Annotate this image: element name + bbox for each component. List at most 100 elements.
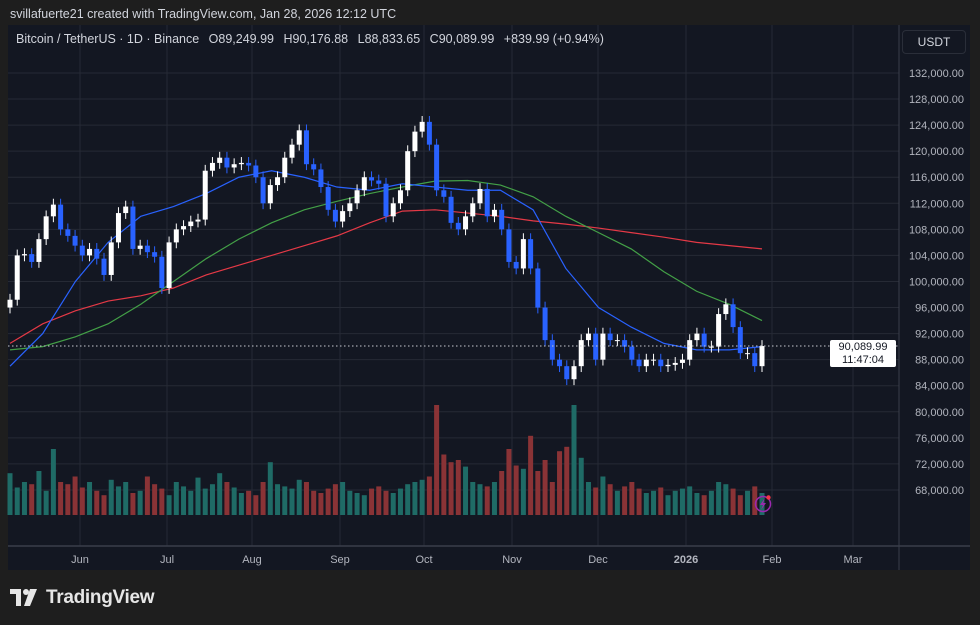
volume-bar [585, 482, 591, 515]
volume-bar [65, 484, 71, 515]
volume-bar [7, 473, 13, 515]
candle-body [542, 307, 548, 341]
volume-bar [253, 495, 259, 515]
lightning-icon[interactable] [754, 495, 772, 513]
bar-countdown: 11:47:04 [841, 353, 884, 366]
chart-pane[interactable] [8, 25, 970, 570]
volume-bar [282, 486, 288, 515]
candle-body [137, 245, 143, 249]
volume-bar [152, 484, 158, 515]
candle-body [412, 131, 418, 152]
candle-body [491, 209, 497, 217]
volume-bar [50, 449, 56, 515]
symbol-title[interactable]: Bitcoin / TetherUS · 1D · Binance [16, 32, 200, 46]
volume-bar [694, 493, 700, 515]
volume-bar [629, 482, 635, 515]
volume-bar [499, 471, 505, 515]
volume-bar [325, 488, 331, 515]
volume-bar [752, 486, 758, 515]
volume-bar [455, 460, 461, 515]
candle-body [564, 366, 570, 380]
candle-body [36, 239, 42, 262]
candle-body [29, 254, 35, 262]
candle-body [43, 216, 49, 240]
symbol-legend: Bitcoin / TetherUS · 1D · Binance O89,24… [16, 32, 610, 46]
volume-bar [419, 479, 425, 515]
volume-bar [115, 486, 121, 515]
candle-body [687, 340, 693, 360]
volume-bar [405, 484, 411, 515]
attribution-text: svillafuerte21 created with TradingView.… [10, 7, 397, 21]
time-axis-label: 2026 [674, 554, 698, 566]
volume-bar [58, 482, 64, 515]
tradingview-logo[interactable]: TradingView [10, 587, 155, 609]
candle-body [397, 190, 403, 204]
candle-body [260, 177, 266, 204]
volume-bar [361, 495, 367, 515]
volume-bar [108, 479, 114, 515]
volume-bar [651, 490, 657, 515]
candle-body [188, 221, 194, 227]
candle-body [607, 333, 613, 341]
volume-bar [332, 484, 338, 515]
volume-bar [209, 484, 215, 515]
candle-body [101, 258, 107, 275]
volume-bar [448, 462, 454, 515]
volume-bar [29, 484, 35, 515]
candle-body [614, 340, 620, 342]
volume-bar [260, 482, 266, 515]
volume-bar [434, 405, 440, 515]
volume-bar [87, 482, 93, 515]
volume-bar [643, 493, 649, 515]
candle-body [636, 359, 642, 367]
candle-body [123, 206, 129, 214]
currency-button[interactable]: USDT [902, 30, 966, 54]
candle-body [499, 209, 505, 230]
candle-body [246, 162, 252, 166]
candle-body [94, 248, 100, 259]
candle-body [173, 229, 179, 243]
volume-bar [542, 460, 548, 515]
candle-body [737, 327, 743, 354]
price-axis-label: 92,000.00 [915, 329, 964, 341]
volume-bar [267, 462, 273, 515]
price-axis-label: 120,000.00 [909, 146, 964, 158]
volume-bar [303, 482, 309, 515]
candle-body [506, 229, 512, 262]
volume-bar [296, 479, 302, 515]
candle-body [513, 261, 519, 269]
candle-body [108, 242, 114, 275]
candle-body [571, 366, 577, 380]
candle-body [369, 177, 375, 181]
candle-body [202, 170, 208, 220]
volume-bar [217, 473, 223, 515]
volume-bar [101, 495, 107, 515]
candle-body [470, 203, 476, 217]
volume-bar [491, 482, 497, 515]
candle-body [253, 165, 259, 178]
price-axis-label: 76,000.00 [915, 433, 964, 445]
candle-body [361, 177, 367, 191]
candle-body [195, 219, 201, 222]
price-axis-label: 108,000.00 [909, 224, 964, 236]
price-axis-label: 84,000.00 [915, 381, 964, 393]
volume-bar [397, 488, 403, 515]
candle-body [730, 304, 736, 328]
volume-bar [470, 482, 476, 515]
candle-body [347, 203, 353, 212]
volume-bar [716, 482, 722, 515]
candle-body [477, 188, 483, 204]
price-axis-label: 112,000.00 [910, 198, 964, 210]
candle-body [448, 196, 454, 223]
price-axis-label: 80,000.00 [915, 407, 964, 419]
tradingview-logo-icon [10, 589, 37, 606]
change-value: +839.99 (+0.94%) [503, 32, 604, 46]
time-axis-label: Sep [330, 554, 350, 566]
volume-bar [354, 493, 360, 515]
candle-body [585, 333, 591, 341]
candle-body [296, 130, 302, 145]
candle-body [318, 169, 324, 188]
price-axis-label: 72,000.00 [915, 459, 964, 471]
volume-bar [36, 471, 42, 515]
